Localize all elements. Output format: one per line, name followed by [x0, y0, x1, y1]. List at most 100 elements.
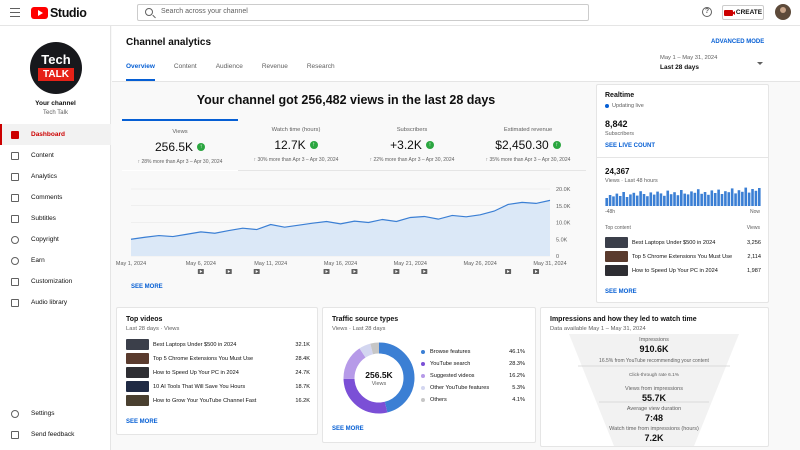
- tab-audience[interactable]: Audience: [215, 63, 243, 70]
- video-title: Best Laptops Under $500 in 2024: [153, 341, 237, 348]
- advanced-mode-link[interactable]: ADVANCED MODE: [711, 39, 765, 45]
- realtime-subscribers-value: 8,842: [605, 119, 628, 129]
- top-videos-card: Top videos Last 28 days · Views Best Lap…: [116, 307, 318, 435]
- realtime-bar: [629, 194, 632, 206]
- donut-center-label: Views: [371, 381, 387, 387]
- hamburger-menu-icon[interactable]: [10, 8, 20, 17]
- sidebar-item-customization[interactable]: Customization: [0, 271, 111, 292]
- source-pct: 28.3%: [509, 361, 525, 367]
- sidebar-item-content[interactable]: Content: [0, 145, 111, 166]
- source-pct: 5.3%: [512, 385, 525, 391]
- realtime-views-label: Views · Last 48 hours: [605, 178, 658, 184]
- realtime-content-item[interactable]: How to Speed Up Your PC in 2024 1,987: [605, 265, 761, 276]
- top-video-item[interactable]: How to Grow Your YouTube Channel Fast 16.…: [126, 395, 310, 406]
- play-glyph: [227, 270, 231, 273]
- sidebar-item-analytics[interactable]: Analytics: [0, 166, 111, 187]
- top-videos-title: Top videos: [126, 316, 163, 323]
- realtime-bar: [612, 196, 615, 206]
- top-bar: Studio Search across your channel ? CREA…: [0, 0, 800, 26]
- realtime-views-value: 24,367: [605, 167, 630, 176]
- play-glyph: [535, 270, 538, 273]
- metric-value: $2,450.30: [495, 138, 549, 152]
- top-content-label: Top content: [605, 225, 631, 231]
- logo-text: Studio: [50, 6, 87, 20]
- y-tick-label: 15.0K: [556, 204, 571, 210]
- top-video-item[interactable]: 10 AI Tools That Will Save You Hours 18.7…: [126, 381, 310, 392]
- top-video-item[interactable]: How to Speed Up Your PC in 2024 24.7K: [126, 367, 310, 378]
- arrow-up-icon: ↑: [425, 141, 434, 149]
- video-camera-icon: [723, 9, 735, 16]
- sidebar-item-dashboard[interactable]: Dashboard: [0, 124, 111, 145]
- comments-icon: [11, 193, 19, 202]
- sidebar-item-label: Audio library: [31, 299, 68, 306]
- sidebar-item-label: Earn: [31, 257, 45, 264]
- metric-views[interactable]: Views 256.5K ↑ ↑ 28% more than Apr 3 – Ap…: [122, 119, 238, 171]
- date-range-text[interactable]: May 1 – May 31, 2024: [660, 55, 718, 61]
- tab-research[interactable]: Research: [306, 63, 335, 70]
- create-button[interactable]: CREATE: [722, 5, 764, 20]
- top-videos-see-more-link[interactable]: SEE MORE: [126, 419, 158, 425]
- see-live-count-link[interactable]: SEE LIVE COUNT: [605, 143, 656, 149]
- metric-label: Subscribers: [396, 127, 428, 133]
- video-views: 24.7K: [295, 369, 310, 376]
- sidebar: Tech TALK Your channel Tech Talk Dashboa…: [0, 26, 111, 450]
- tab-content[interactable]: Content: [173, 63, 197, 70]
- account-avatar[interactable]: [775, 4, 791, 20]
- realtime-bar: [747, 192, 751, 206]
- realtime-see-more-link[interactable]: SEE MORE: [605, 289, 637, 295]
- top-video-item[interactable]: Best Laptops Under $500 in 2024 32.1K: [126, 339, 310, 350]
- youtube-studio-logo[interactable]: Studio: [31, 6, 87, 20]
- realtime-bar: [622, 192, 625, 206]
- sidebar-item-subtitles[interactable]: Subtitles: [0, 208, 111, 229]
- traffic-see-more-link[interactable]: SEE MORE: [332, 426, 364, 432]
- dropdown-caret-icon[interactable]: [757, 62, 763, 65]
- realtime-bar: [713, 193, 717, 206]
- realtime-content-item[interactable]: Top 5 Chrome Extensions You Must Use 2,11…: [605, 251, 761, 262]
- tab-overview[interactable]: Overview: [126, 63, 155, 81]
- source-name: Suggested videos: [430, 373, 475, 379]
- metric-label: Views: [172, 129, 188, 135]
- sidebar-item-send-feedback[interactable]: Send feedback: [0, 424, 111, 445]
- metric-revenue[interactable]: Estimated revenue $2,450.30 ↑ ↑ 35% more …: [470, 119, 586, 171]
- subtitles-icon: [11, 214, 19, 223]
- channel-avatar[interactable]: Tech TALK: [30, 42, 82, 94]
- y-tick-label: 0: [556, 254, 559, 260]
- sidebar-item-audio-library[interactable]: Audio library: [0, 292, 111, 313]
- tab-revenue[interactable]: Revenue: [261, 63, 288, 70]
- search-icon: [145, 8, 153, 16]
- metric-subscribers[interactable]: Subscribers +3.2K ↑ ↑ 22% more than Apr 3…: [354, 119, 470, 171]
- traffic-source-row: YouTube search 28.3%: [421, 361, 525, 367]
- video-thumbnail: [126, 381, 149, 392]
- sidebar-item-label: Content: [31, 152, 54, 159]
- sidebar-item-earn[interactable]: Earn: [0, 250, 111, 271]
- impressions-value: 910.6K: [639, 344, 669, 354]
- sidebar-item-label: Settings: [31, 410, 55, 417]
- metric-label: Watch time (hours): [271, 127, 321, 133]
- realtime-bar: [618, 196, 622, 206]
- traffic-title: Traffic source types: [332, 316, 399, 323]
- metric-watch-time[interactable]: Watch time (hours) 12.7K ↑ ↑ 30% more tha…: [238, 119, 354, 171]
- help-icon[interactable]: ?: [702, 7, 712, 17]
- date-period-selector[interactable]: Last 28 days: [660, 64, 700, 71]
- sidebar-item-label: Subtitles: [31, 215, 56, 222]
- realtime-bar: [608, 195, 612, 206]
- video-views: 28.4K: [295, 355, 310, 362]
- arrow-up-icon: ↑: [309, 141, 318, 149]
- sidebar-item-settings[interactable]: Settings: [0, 403, 111, 424]
- realtime-content-item[interactable]: Best Laptops Under $500 in 2024 3,256: [605, 237, 761, 248]
- realtime-bar: [676, 195, 680, 206]
- arrow-up-icon: ↑: [197, 143, 206, 151]
- search-input[interactable]: Search across your channel: [137, 4, 589, 21]
- realtime-bar: [642, 194, 646, 206]
- play-glyph: [423, 270, 426, 273]
- video-thumbnail: [605, 265, 628, 276]
- overview-see-more-link[interactable]: SEE MORE: [131, 284, 163, 290]
- video-views: 3,256: [747, 239, 761, 246]
- customization-icon: [11, 277, 19, 286]
- sidebar-item-copyright[interactable]: Copyright: [0, 229, 111, 250]
- top-video-item[interactable]: Top 5 Chrome Extensions You Must Use 28.4…: [126, 353, 310, 364]
- source-pct: 16.2%: [509, 373, 525, 379]
- realtime-bar: [693, 192, 697, 206]
- sidebar-item-comments[interactable]: Comments: [0, 187, 111, 208]
- realtime-bar: [673, 192, 676, 206]
